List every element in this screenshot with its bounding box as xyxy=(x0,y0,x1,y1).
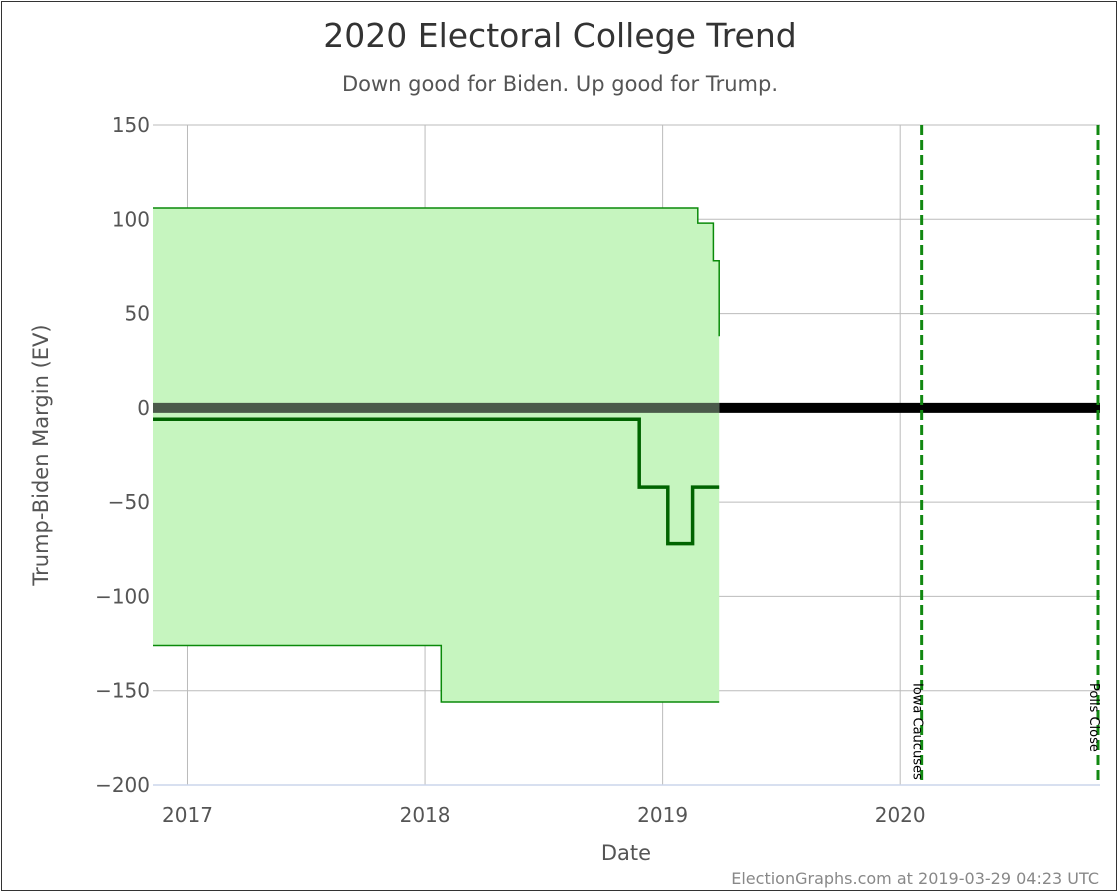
y-axis-label: Trump-Biden Margin (EV) xyxy=(29,324,53,586)
y-tick-label: 0 xyxy=(137,396,150,420)
x-axis-label: Date xyxy=(601,841,651,865)
event-markers: Iowa Caucuses Polls Close xyxy=(910,125,1101,785)
chart-title: 2020 Electoral College Trend xyxy=(323,16,796,55)
series-lines xyxy=(153,207,720,703)
best-biden-line xyxy=(153,644,720,703)
event-label: Iowa Caucuses xyxy=(910,683,925,780)
best-trump-line xyxy=(153,207,720,337)
y-tick-label: −100 xyxy=(95,584,150,608)
x-tick-label: 2020 xyxy=(875,803,926,827)
event-label: Polls Close xyxy=(1086,683,1101,752)
range-band xyxy=(153,208,720,702)
y-tick-label: 50 xyxy=(125,302,150,326)
y-tick-label: −200 xyxy=(95,773,150,797)
chart-subtitle: Down good for Biden. Up good for Trump. xyxy=(342,72,778,96)
y-tick-label: 150 xyxy=(112,113,150,137)
range-band-area xyxy=(153,208,720,702)
x-tick-label: 2019 xyxy=(637,803,688,827)
x-tick-label: 2018 xyxy=(400,803,451,827)
x-tick-label: 2017 xyxy=(162,803,213,827)
y-tick-label: 100 xyxy=(112,207,150,231)
axes: 150 100 50 0 −50 −100 −150 −200 2017 2018 2019 2020 xyxy=(95,113,1100,827)
expected-line xyxy=(153,417,720,546)
credit-text: ElectionGraphs.com at 2019-03-29 04:23 U… xyxy=(731,869,1099,888)
y-tick-label: −50 xyxy=(108,490,150,514)
y-tick-label: −150 xyxy=(95,679,150,703)
